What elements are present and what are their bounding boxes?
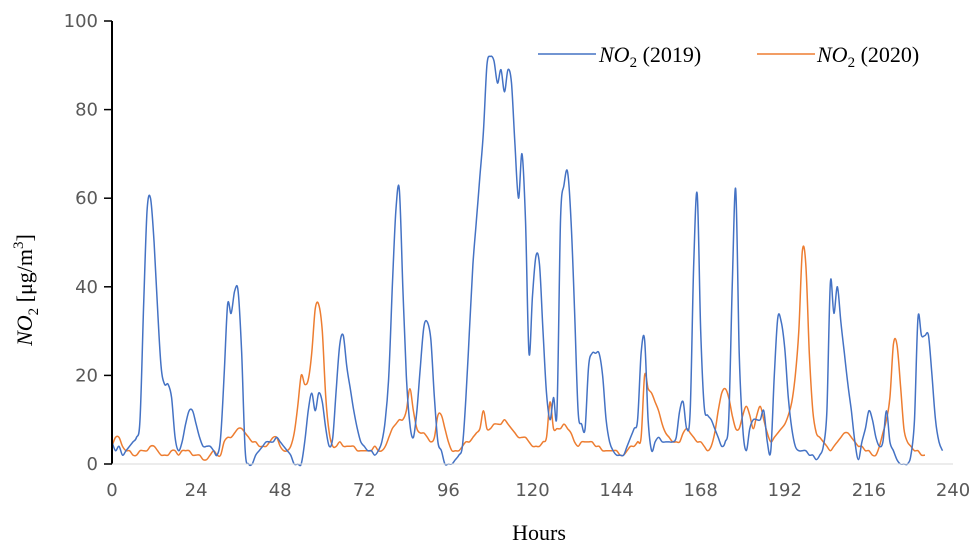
legend-item-2019: NO2 (2019) (538, 42, 701, 71)
series-lines (111, 55, 944, 467)
x-tick-label: 120 (515, 480, 549, 501)
x-tick-label: 216 (852, 480, 886, 501)
y-axis-title-unit: [μg/m (12, 249, 37, 308)
legend-label-2019-rest: (2019) (637, 42, 701, 67)
y-tick-label: 0 (87, 454, 98, 475)
x-tick-label: 168 (684, 480, 718, 501)
y-axis-title-close: ] (12, 234, 37, 241)
y-axis-title-sup: 3 (11, 241, 27, 249)
y-axis-title-sub: 2 (26, 308, 42, 316)
legend-label-2020: NO2 (2020) (816, 42, 919, 71)
y-tick-label: 100 (64, 11, 98, 32)
y-tick-labels: 0 20 40 60 80 100 (64, 11, 112, 475)
series-line-2019 (111, 55, 944, 467)
legend-label-2019: NO2 (2019) (598, 42, 701, 71)
x-tick-label: 24 (185, 480, 208, 501)
x-tick-label: 192 (768, 480, 802, 501)
legend-label-2020-main: NO (816, 42, 848, 67)
legend-label-2020-rest: (2020) (855, 42, 919, 67)
legend: NO2 (2019) NO2 (2020) (538, 42, 919, 71)
x-tick-label: 72 (353, 480, 376, 501)
x-tick-labels: 0 24 48 72 96 120 144 168 192 216 240 (106, 480, 970, 501)
y-tick-label: 20 (75, 365, 98, 386)
x-tick-label: 240 (936, 480, 970, 501)
series-line-2020 (111, 245, 926, 461)
y-axis-title: NO2 [μg/m3] (11, 234, 42, 347)
legend-label-2019-main: NO (598, 42, 630, 67)
legend-item-2020: NO2 (2020) (757, 42, 919, 71)
x-tick-label: 144 (599, 480, 633, 501)
y-tick-label: 80 (75, 100, 98, 121)
y-axis-title-main: NO (12, 315, 37, 347)
x-tick-label: 0 (106, 480, 117, 501)
y-tick-label: 40 (75, 277, 98, 298)
x-tick-label: 96 (437, 480, 460, 501)
x-axis-title: Hours (512, 520, 566, 545)
legend-label-2020-sub: 2 (848, 55, 856, 71)
legend-label-2019-sub: 2 (630, 55, 638, 71)
x-tick-label: 48 (269, 480, 292, 501)
y-tick-label: 60 (75, 188, 98, 209)
